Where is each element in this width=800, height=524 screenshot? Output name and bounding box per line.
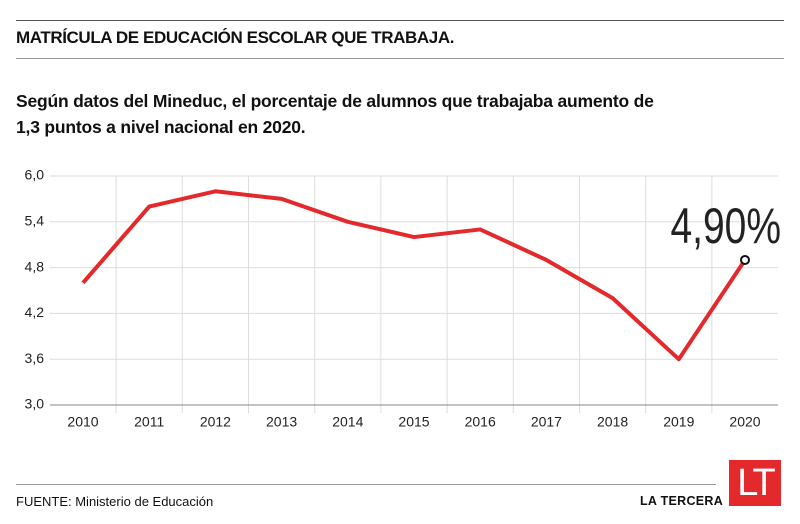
x-tick-label: 2017 <box>531 414 562 430</box>
x-tick-label: 2015 <box>398 414 429 430</box>
chart-title: MATRÍCULA DE EDUCACIÓN ESCOLAR QUE TRABA… <box>16 28 455 47</box>
x-tick-label: 2012 <box>200 414 231 430</box>
y-tick-label: 4,8 <box>25 258 45 274</box>
x-tick-label: 2020 <box>729 414 760 430</box>
y-tick-label: 4,2 <box>25 304 45 320</box>
title-rule <box>16 58 784 59</box>
top-rule <box>16 20 784 21</box>
source: FUENTE: Ministerio de Educación <box>16 494 214 509</box>
y-tick-label: 5,4 <box>25 213 45 229</box>
footer-rule <box>16 484 716 485</box>
x-tick-label: 2014 <box>332 414 363 430</box>
x-tick-label: 2011 <box>134 414 164 430</box>
line <box>81 189 747 362</box>
x-tick-label: 2019 <box>663 414 694 430</box>
x-tick-label: 2018 <box>597 414 628 430</box>
chart-subtitle: Según datos del Mineduc, el porcentaje d… <box>16 91 654 137</box>
x-tick-label: 2016 <box>465 414 496 430</box>
y-tick-label: 6,0 <box>25 167 45 183</box>
logo: LT <box>729 460 781 506</box>
end-marker <box>740 254 750 265</box>
x-tick-label: 2013 <box>266 414 297 430</box>
x-tick-label: 2010 <box>67 414 98 430</box>
y-tick-label: 3,0 <box>25 396 45 412</box>
value-label: 4,90% <box>670 197 781 254</box>
brand: LA TERCERA <box>640 494 724 508</box>
y-tick-label: 3,6 <box>25 350 45 366</box>
